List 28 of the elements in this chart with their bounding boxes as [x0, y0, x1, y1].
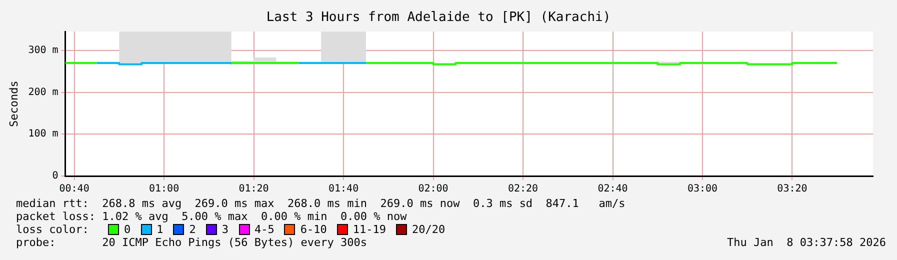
text: packet loss: 1.02 % avg 5.00 % max 0.00 % min 0.00 % now: [16, 210, 408, 223]
legend-label: 20/20: [412, 223, 446, 236]
text: probe: 20 ICMP Echo Pings (56 Bytes) every 300s: [16, 236, 367, 249]
text: Thu Jan 8 03:37:58 2026: [727, 236, 886, 249]
legend-label: 6-10: [300, 223, 327, 236]
y-tick-label: 0: [52, 170, 58, 182]
x-tick-label: 02:20: [508, 184, 538, 195]
legend-label: 11-19: [352, 223, 386, 236]
x-tick-label: 03:20: [777, 184, 808, 195]
legend-label: 1: [156, 223, 164, 236]
legend-label: 2: [189, 223, 196, 236]
y-tick-label: 100 m: [28, 128, 58, 140]
legend-label: 0: [124, 223, 131, 236]
y-tick-label: 200 m: [28, 86, 58, 98]
y-axis-title: Seconds: [7, 80, 20, 127]
x-tick-label: 01:20: [238, 184, 269, 195]
x-tick-label: 01:40: [328, 184, 359, 195]
x-tick-label: 02:00: [418, 184, 448, 195]
text: median rtt: 268.8 ms avg 269.0 ms max 268.0 ms min 269.0 ms now 0.3 ms sd 847.1 am/s: [16, 197, 626, 210]
legend-label: 3: [222, 223, 228, 236]
y-tick-label: 300 m: [28, 45, 58, 56]
x-tick-label: 03:00: [687, 184, 718, 195]
x-tick-label: 02:40: [598, 184, 628, 195]
chart-title: Last 3 Hours from Adelaide to [PK] (Karachi): [266, 10, 611, 26]
x-tick-label: 00:40: [59, 184, 90, 195]
x-tick-label: 01:00: [148, 184, 180, 195]
legend-label: 4-5: [254, 223, 274, 236]
legend-title: loss color:: [16, 223, 90, 236]
